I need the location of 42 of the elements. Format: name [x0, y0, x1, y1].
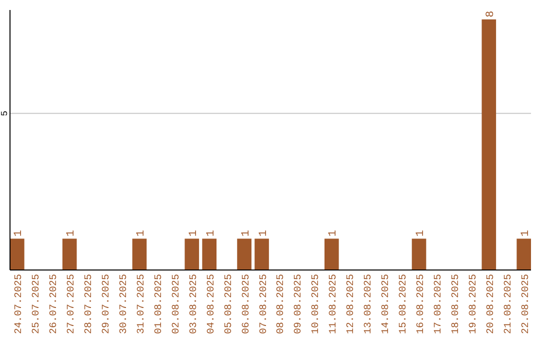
- x-tick-label: 01.08.2025: [154, 274, 165, 334]
- data-label: 1: [415, 230, 428, 237]
- x-tick-label: 19.08.2025: [468, 274, 480, 334]
- x-tick-label: 30.07.2025: [118, 274, 130, 334]
- x-tick-label: 20.08.2025: [486, 274, 497, 334]
- x-tick-label: 28.07.2025: [84, 274, 96, 334]
- x-tick-label: 29.07.2025: [102, 274, 113, 334]
- data-label: 1: [135, 230, 148, 237]
- x-tick-label: 07.08.2025: [258, 274, 270, 334]
- x-tick-label: 24.07.2025: [14, 274, 26, 334]
- x-tick-label: 16.08.2025: [416, 274, 428, 334]
- x-tick-label: 14.08.2025: [381, 274, 392, 334]
- x-tick-label: 11.08.2025: [328, 274, 340, 334]
- x-tick-label: 13.08.2025: [364, 274, 375, 334]
- x-tick-label: 08.08.2025: [276, 274, 288, 334]
- x-tick-label: 03.08.2025: [188, 274, 200, 334]
- x-tick-label: 22.08.2025: [520, 274, 532, 334]
- data-label: 1: [188, 230, 200, 237]
- data-label: 8: [484, 10, 497, 18]
- data-label: 1: [258, 230, 270, 237]
- x-tick-label: 21.08.2025: [503, 274, 514, 334]
- x-tick-label: 09.08.2025: [294, 274, 305, 334]
- x-tick-label: 26.07.2025: [49, 274, 60, 334]
- x-tick-label: 02.08.2025: [171, 274, 182, 334]
- x-tick-label: 27.07.2025: [66, 274, 78, 334]
- data-label: 1: [520, 230, 532, 237]
- x-tick-label: 31.07.2025: [136, 274, 148, 334]
- x-tick-label: 17.08.2025: [433, 274, 444, 334]
- x-tick-label: 04.08.2025: [206, 274, 218, 334]
- data-label: 1: [205, 230, 218, 237]
- y-tick-label: 5: [0, 110, 10, 116]
- data-label: 1: [240, 230, 252, 237]
- data-label: 1: [328, 230, 340, 237]
- x-tick-label: 18.08.2025: [450, 274, 462, 334]
- x-tick-label: 06.08.2025: [241, 274, 252, 334]
- x-tick-label: 12.08.2025: [346, 274, 358, 334]
- data-label: 1: [13, 230, 26, 237]
- x-tick-label: 10.08.2025: [311, 274, 322, 334]
- x-tick-label: 05.08.2025: [224, 274, 235, 334]
- x-tick-label: 25.07.2025: [32, 274, 43, 334]
- data-label: 1: [66, 230, 78, 237]
- x-tick-label: 15.08.2025: [398, 274, 410, 334]
